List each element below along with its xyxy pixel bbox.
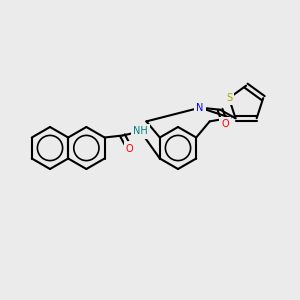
Text: O: O	[221, 119, 229, 129]
Text: N: N	[196, 103, 204, 113]
Text: O: O	[126, 143, 134, 154]
Text: S: S	[226, 93, 232, 103]
Text: NH: NH	[133, 127, 148, 136]
